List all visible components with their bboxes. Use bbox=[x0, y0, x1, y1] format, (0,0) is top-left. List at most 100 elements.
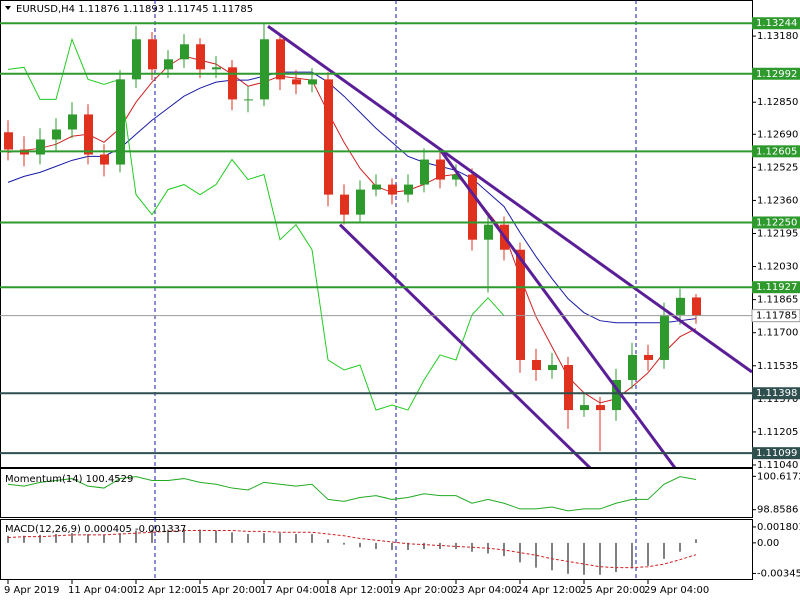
candle-body bbox=[324, 79, 333, 195]
candle-body bbox=[676, 297, 685, 315]
level-label-box bbox=[752, 281, 800, 294]
macd-signal bbox=[7, 529, 697, 569]
y-tick-label: 1.12030 bbox=[757, 262, 798, 273]
candle-body bbox=[148, 39, 157, 70]
chart-title: EURUSD,H4 1.11876 1.11893 1.11745 1.1178… bbox=[16, 4, 253, 15]
x-tick-label: 23 Apr 04:00 bbox=[452, 585, 517, 596]
candle-body bbox=[4, 132, 13, 150]
candle-body bbox=[164, 59, 173, 70]
candle-body bbox=[68, 114, 77, 130]
x-tick-label: 25 Apr 20:00 bbox=[580, 585, 645, 596]
candle-body bbox=[420, 159, 429, 185]
y-tick-label: 0.00 bbox=[757, 538, 779, 549]
level-label: 1.12605 bbox=[756, 146, 797, 157]
x-tick-label: 15 Apr 20:00 bbox=[196, 585, 261, 596]
x-tick-label: 11 Apr 04:00 bbox=[68, 585, 133, 596]
y-tick-label: 100.6172 bbox=[757, 471, 800, 482]
x-tick-label: 9 Apr 2019 bbox=[4, 585, 59, 596]
y-tick-label: 1.12525 bbox=[757, 162, 798, 173]
last-price-label: 1.11785 bbox=[756, 311, 797, 322]
candle-body bbox=[516, 249, 525, 360]
candle-body bbox=[228, 67, 237, 100]
level-label-box bbox=[752, 145, 800, 158]
candle-body bbox=[276, 39, 285, 80]
candle-body bbox=[692, 297, 701, 316]
candle-body bbox=[484, 224, 493, 240]
y-tick-label: 1.11535 bbox=[757, 361, 798, 372]
candle-body bbox=[532, 359, 541, 370]
level-label-box bbox=[752, 216, 800, 229]
level-label: 1.11099 bbox=[756, 448, 797, 459]
candle-body bbox=[644, 354, 653, 360]
candle-body bbox=[564, 364, 573, 411]
trendline bbox=[267, 25, 752, 374]
candle-body bbox=[196, 44, 205, 70]
indicator-line bbox=[7, 37, 505, 411]
main-panel bbox=[4, 24, 752, 467]
candle-body bbox=[404, 184, 413, 195]
candle-body bbox=[660, 314, 669, 360]
candle-body bbox=[372, 184, 381, 190]
level-label: 1.12992 bbox=[756, 69, 797, 80]
y-tick-label: 98.8586 bbox=[757, 505, 798, 516]
y-tick-label: -0.003458 bbox=[757, 568, 800, 579]
candle-body bbox=[468, 174, 477, 240]
candle-body bbox=[180, 44, 189, 60]
candle-body bbox=[612, 380, 621, 411]
momentum-frame bbox=[0, 468, 753, 518]
candle-body bbox=[212, 67, 221, 70]
candle-body bbox=[452, 174, 461, 180]
level-label-box bbox=[752, 447, 800, 460]
y-tick-label: 1.13180 bbox=[757, 31, 798, 42]
trendline bbox=[438, 148, 677, 467]
x-tick-label: 24 Apr 12:00 bbox=[516, 585, 581, 596]
macd-frame bbox=[0, 519, 753, 580]
momentum-line bbox=[7, 476, 697, 512]
level-label: 1.11398 bbox=[756, 388, 797, 399]
candle-body bbox=[340, 194, 349, 215]
menu-arrow bbox=[5, 6, 11, 10]
x-tick-label: 29 Apr 04:00 bbox=[644, 585, 709, 596]
candle-body bbox=[356, 189, 365, 215]
candle-body bbox=[132, 39, 141, 80]
y-tick-label: 1.12690 bbox=[757, 129, 798, 140]
level-label: 1.13244 bbox=[756, 18, 797, 29]
x-tick-label: 19 Apr 20:00 bbox=[388, 585, 453, 596]
candle-body bbox=[116, 79, 125, 165]
candle-body bbox=[548, 364, 557, 370]
level-label: 1.12250 bbox=[756, 217, 797, 228]
level-label-box bbox=[752, 387, 800, 400]
candle-body bbox=[36, 139, 45, 155]
candle-body bbox=[388, 184, 397, 195]
y-tick-label: 1.11700 bbox=[757, 328, 798, 339]
x-tick-label: 12 Apr 12:00 bbox=[132, 585, 197, 596]
level-label-box bbox=[752, 17, 800, 30]
plot: 1.13180 1.12850 1.12690 1.12525 1.12360 1.121… bbox=[0, 17, 800, 596]
last-price-box bbox=[751, 309, 800, 323]
y-tick-label: 0.001801 bbox=[757, 522, 800, 533]
level-label-box bbox=[752, 67, 800, 80]
y-tick-label: 1.11040 bbox=[757, 460, 798, 471]
x-tick-label: 18 Apr 12:00 bbox=[324, 585, 389, 596]
candle-body bbox=[52, 129, 61, 140]
momentum-label: Momentum(14) 100.4529 bbox=[5, 474, 133, 485]
main-frame bbox=[0, 0, 753, 468]
x-tick-label: 17 Apr 04:00 bbox=[260, 585, 325, 596]
candle-body bbox=[292, 79, 301, 85]
y-tick-label: 1.12360 bbox=[757, 195, 798, 206]
candle-body bbox=[436, 159, 445, 180]
trendline bbox=[338, 223, 592, 467]
candle-body bbox=[628, 354, 637, 381]
y-tick-label: 1.11865 bbox=[757, 295, 798, 306]
y-tick-label: 1.11205 bbox=[757, 427, 798, 438]
y-tick-label: 1.11370 bbox=[757, 394, 798, 405]
candle-body bbox=[100, 154, 109, 165]
frames bbox=[0, 0, 753, 580]
y-tick-label: 1.12850 bbox=[757, 97, 798, 108]
y-tick-label: 1.12195 bbox=[757, 228, 798, 239]
candle-body bbox=[308, 79, 317, 85]
candle-body bbox=[244, 99, 253, 101]
candle-body bbox=[596, 405, 605, 411]
